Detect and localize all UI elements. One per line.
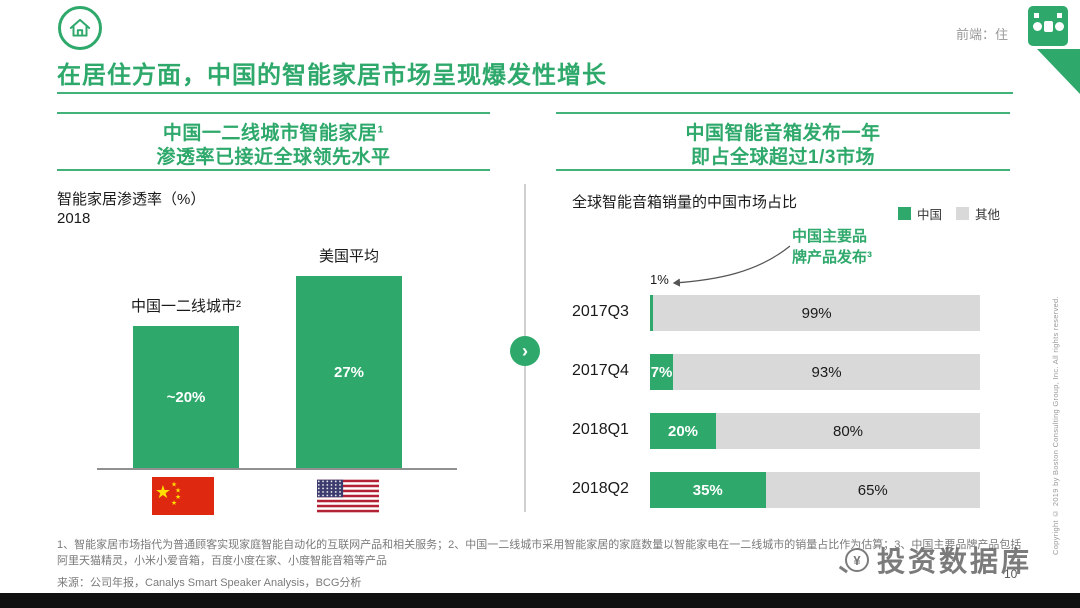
corner-triangle (1037, 49, 1080, 94)
footnote-line1: 1、智能家居市场指代为普通顾客实现家庭智能自动化的互联网产品和相关服务；2、中国… (57, 539, 1022, 551)
speaker-share-chart: 2017Q3 99% 2017Q4 7% 93% 2018Q1 (572, 295, 1012, 510)
left-kicker-rule-top (57, 112, 490, 114)
svg-text:★: ★ (171, 482, 177, 489)
right-kicker-line1: 中国智能音箱发布一年 (685, 123, 881, 144)
stacked-bar: 20% 80% (650, 413, 980, 449)
left-kicker-line1: 中国一二线城市智能家居¹ (162, 123, 385, 144)
chevron-glyph: › (522, 340, 528, 361)
bottom-bar (0, 593, 1080, 608)
segment-china: 35% (650, 472, 766, 508)
legend-label-china: 中国 (917, 208, 943, 222)
logo-pixel (1057, 13, 1062, 18)
segment-china: 7% (650, 354, 674, 390)
bar-category-label: 中国一二线城市² (131, 298, 241, 315)
page-number: 10 (1004, 567, 1018, 581)
x-axis-line (97, 468, 457, 470)
arrow-right-icon: › (510, 336, 540, 366)
copyright-vertical: Copyright © 2019 by Boston Consulting Gr… (1051, 296, 1060, 555)
bar-value-label: 27% (333, 363, 365, 381)
home-icon (58, 6, 102, 50)
logo-pixel (1055, 22, 1064, 31)
segment-label: 99% (801, 304, 832, 322)
legend-swatch-other (956, 207, 970, 220)
stacked-bar: 7% 93% (650, 354, 980, 390)
right-kicker-line2: 即占全球超过1/3市场 (691, 147, 875, 168)
row-label: 2017Q3 (572, 303, 629, 320)
stacked-row-2018q2: 2018Q2 35% 65% (572, 472, 1012, 508)
segment-other: 65% (765, 472, 980, 508)
logo-pixel (1033, 22, 1042, 31)
legend-label-other: 其他 (975, 208, 1001, 222)
bar-us-average: 27% (296, 276, 402, 468)
watermark-text: 投资数据库 (877, 546, 1033, 577)
penetration-bar-chart: 中国一二线城市² ~20% 美国平均 27% (57, 240, 477, 470)
right-kicker-rule-bottom (556, 169, 1010, 171)
row-label: 2018Q1 (572, 421, 629, 438)
callout-1pct: 1% (650, 272, 669, 287)
segment-other: 93% (673, 354, 980, 390)
svg-text:★: ★ (171, 500, 177, 507)
stacked-bar: 35% 65% (650, 472, 980, 508)
segment-label: 80% (832, 422, 864, 440)
left-kicker-line2: 渗透率已接近全球领先水平 (156, 147, 391, 168)
legend: 中国 其他 (898, 204, 1014, 223)
svg-text:★: ★ (175, 494, 181, 501)
svg-text:★: ★ (175, 488, 181, 495)
currency-glyph: ¥ (853, 552, 861, 568)
segment-label: 93% (811, 363, 842, 381)
annotation: 中国主要品 牌产品发布³ (792, 226, 872, 268)
right-chart-title: 全球智能音箱销量的中国市场占比 (572, 194, 798, 211)
stacked-row-2017q4: 2017Q4 7% 93% (572, 354, 1012, 390)
us-flag (317, 477, 379, 515)
annotation-line2: 牌产品发布³ (792, 249, 872, 266)
left-chart-subtitle: 2018 (57, 210, 91, 227)
corner-tag: 前端：住 (955, 27, 1008, 42)
footnote-line2: 阿里天猫精灵，小米小爱音箱，百度小度在家、小度智能音箱等产品 (57, 555, 387, 567)
segment-label: 65% (857, 481, 888, 499)
svg-text:★: ★ (155, 482, 171, 502)
row-label: 2017Q4 (572, 362, 629, 379)
bar-china-tier12: ~20% (133, 326, 239, 468)
annotation-arrow (672, 245, 791, 287)
segment-china: 20% (650, 413, 716, 449)
bar-value-label: ~20% (166, 388, 206, 406)
stacked-row-2018q1: 2018Q1 20% 80% (572, 413, 1012, 449)
right-kicker-rule-top (556, 112, 1010, 114)
segment-label: 20% (667, 422, 699, 440)
title-underline (57, 92, 1013, 94)
stacked-bar: 99% (650, 295, 980, 331)
page-title: 在居住方面，中国的智能家居市场呈现爆发性增长 (57, 62, 607, 89)
segment-other: 99% (653, 295, 980, 331)
logo-pixel (1034, 13, 1039, 18)
magnifier-icon: ¥ (845, 548, 869, 572)
stacked-row-2017q3: 2017Q3 99% (572, 295, 1012, 331)
left-kicker-rule-bottom (57, 169, 490, 171)
brand-logo-icon (1028, 6, 1068, 46)
segment-label: 35% (692, 481, 723, 499)
segment-other: 80% (716, 413, 980, 449)
segment-label: 7% (650, 363, 673, 381)
logo-pixel (1044, 21, 1053, 32)
row-label: 2018Q2 (572, 480, 629, 497)
segment-china (650, 295, 654, 331)
bar-category-label: 美国平均 (318, 248, 379, 265)
left-chart-title: 智能家居渗透率（%） (57, 191, 206, 208)
source-line: 来源：公司年报，Canalys Smart Speaker Analysis，B… (57, 577, 362, 589)
legend-swatch-china (898, 207, 911, 220)
watermark: ¥ 投资数据库 (845, 540, 1032, 580)
china-flag: ★ ★ ★ ★ ★ (152, 477, 214, 515)
annotation-line1: 中国主要品 (792, 228, 868, 245)
